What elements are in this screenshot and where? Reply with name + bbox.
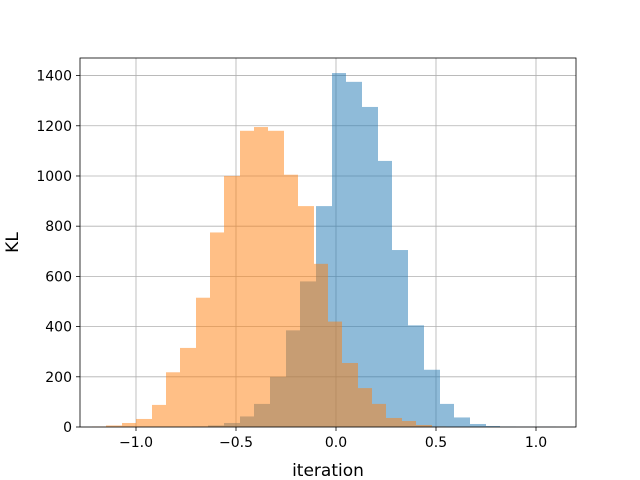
bar-series0-bin17 bbox=[454, 417, 470, 427]
y-tick-label-3: 600 bbox=[45, 269, 72, 285]
y-tick-label-0: 0 bbox=[63, 420, 72, 436]
bar-series1-bin18 bbox=[358, 388, 372, 427]
x-tick-label-4: 1.0 bbox=[525, 435, 547, 451]
y-axis-ticks: 0 200 400 600 800 1000 1200 1400 bbox=[36, 69, 80, 436]
bar-series0-bin13 bbox=[392, 250, 408, 427]
y-axis-label: KL bbox=[3, 232, 23, 253]
bar-series1-bin9 bbox=[224, 175, 240, 427]
bar-series1-bin11 bbox=[254, 127, 268, 427]
x-axis-ticks: −1.0 −0.5 0.0 0.5 1.0 bbox=[119, 427, 547, 451]
bar-series1-bin2 bbox=[122, 422, 136, 427]
bar-series0-bin14 bbox=[408, 325, 424, 427]
y-tick-label-1: 200 bbox=[45, 370, 72, 386]
bar-series1-bin20 bbox=[386, 417, 402, 427]
bar-series1-bin10 bbox=[240, 130, 254, 428]
y-tick-label-2: 400 bbox=[45, 320, 72, 336]
bar-series1-bin1 bbox=[106, 425, 122, 427]
bar-series0-bin19 bbox=[486, 425, 500, 427]
bar-series0-bin15 bbox=[424, 369, 440, 427]
bar-series1-bin17 bbox=[342, 362, 358, 427]
bar-series0-bin11 bbox=[362, 106, 378, 428]
bar-series0-bin10 bbox=[346, 81, 362, 428]
y-tick-label-5: 1000 bbox=[36, 169, 72, 185]
bar-series1-bin3 bbox=[136, 418, 152, 427]
bar-series0-bin18 bbox=[470, 423, 486, 427]
histogram-bars bbox=[92, 73, 556, 428]
x-tick-label-3: 0.5 bbox=[425, 435, 447, 451]
bar-series1-bin22 bbox=[416, 424, 432, 427]
bar-series1-bin13 bbox=[284, 174, 298, 427]
bar-series0-bin16 bbox=[440, 403, 454, 427]
plot-frame bbox=[79, 57, 577, 428]
bar-series1-bin15 bbox=[314, 263, 328, 427]
y-tick-label-7: 1400 bbox=[36, 69, 72, 85]
x-tick-label-1: −0.5 bbox=[219, 435, 253, 451]
bar-series1-bin8 bbox=[210, 232, 224, 427]
x-tick-label-2: 0.0 bbox=[325, 435, 347, 451]
bar-series1-bin19 bbox=[372, 403, 386, 427]
bar-series1-bin6 bbox=[180, 347, 196, 427]
bar-series1-bin4 bbox=[152, 404, 166, 427]
y-tick-label-6: 1200 bbox=[36, 119, 72, 135]
bar-series1-bin7 bbox=[196, 297, 210, 427]
bar-series1-bin16 bbox=[328, 321, 342, 427]
bar-series1-bin12 bbox=[268, 130, 284, 428]
bar-series0-bin12 bbox=[378, 160, 392, 427]
bar-series1-bin5 bbox=[166, 372, 180, 427]
x-axis-label: iteration bbox=[292, 461, 364, 480]
x-tick-label-0: −1.0 bbox=[119, 435, 153, 451]
bar-series1-bin21 bbox=[402, 420, 416, 427]
bar-series1-bin14 bbox=[298, 206, 314, 427]
y-tick-label-4: 800 bbox=[45, 219, 72, 235]
